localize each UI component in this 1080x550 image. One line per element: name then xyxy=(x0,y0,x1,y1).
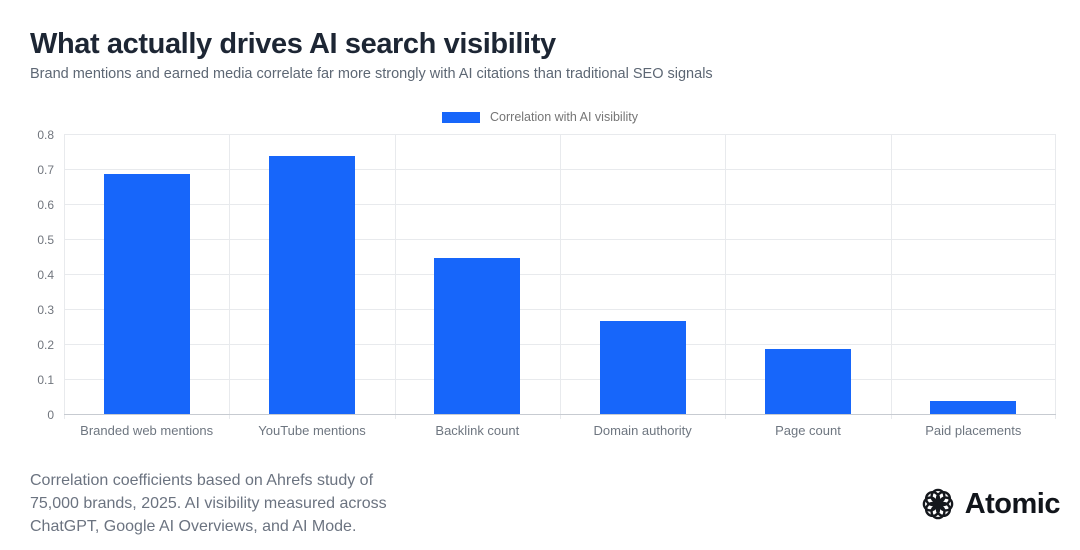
y-tick-label: 0.5 xyxy=(37,233,54,247)
brand-name: Atomic xyxy=(964,487,1061,520)
y-tick-label: 0.6 xyxy=(37,198,54,212)
bar-column-backlink-count xyxy=(395,135,560,415)
bars-layer xyxy=(64,135,1056,415)
y-tick-label: 0.1 xyxy=(37,373,54,387)
grid-layer xyxy=(64,134,1056,419)
x-axis-label-youtube-mentions: YouTube mentions xyxy=(258,423,366,438)
h-gridline xyxy=(64,134,1056,135)
y-tick-label: 0.4 xyxy=(37,268,54,282)
y-axis: 0 0.1 0.2 0.3 0.4 0.5 0.6 0.7 0.8 xyxy=(0,129,54,421)
y-tick-label: 0 xyxy=(47,408,54,422)
bar-paid-placements xyxy=(930,401,1017,415)
bar-column-branded-web-mentions xyxy=(64,135,229,415)
bar-column-page-count xyxy=(725,135,890,415)
source-text-line: Correlation coefficients based on Ahrefs… xyxy=(30,472,374,489)
x-axis-label-page-count: Page count xyxy=(775,423,841,438)
v-gridline xyxy=(725,135,727,419)
v-gridline xyxy=(890,135,892,419)
bar-page-count xyxy=(764,348,851,415)
x-axis-label-paid-placements: Paid placements xyxy=(925,423,1022,438)
brand-logo: Atomic xyxy=(919,485,1061,523)
bar-column-youtube-mentions xyxy=(229,135,394,415)
source-text-line: ChatGPT, Google AI Overviews, and AI Mod… xyxy=(30,518,357,535)
x-axis-baseline xyxy=(64,414,1056,415)
source-text-line: 75,000 brands, 2025. AI visibility measu… xyxy=(30,495,387,512)
x-axis-label-domain-authority: Domain authority xyxy=(593,423,692,438)
x-axis-label-backlink-count: Backlink count xyxy=(435,423,520,438)
y-tick-label: 0.7 xyxy=(37,163,54,177)
bar-branded-web-mentions xyxy=(103,173,190,415)
y-tick-label: 0.2 xyxy=(37,338,54,352)
bar-column-domain-authority xyxy=(560,135,725,415)
bar-column-paid-placements xyxy=(891,135,1056,415)
y-axis-line xyxy=(64,135,65,419)
page-subtitle: Brand mentions and earned media correlat… xyxy=(30,66,713,82)
source-note: Correlation coefficients based on Ahrefs… xyxy=(30,469,387,538)
x-axis-label-branded-web-mentions: Branded web mentions xyxy=(80,423,214,438)
v-gridline xyxy=(560,135,561,419)
bar-youtube-mentions xyxy=(268,156,355,415)
v-gridline xyxy=(1055,135,1056,419)
v-gridline xyxy=(229,135,231,419)
x-axis: Branded web mentions YouTube mentions Back… xyxy=(64,423,1056,438)
legend-swatch xyxy=(442,111,481,123)
chart-legend: Correlation with AI visibility xyxy=(0,110,1080,124)
plot-area xyxy=(64,134,1056,419)
atomic-flower-icon xyxy=(922,488,954,520)
bar-domain-authority xyxy=(599,320,686,415)
y-tick-label: 0.3 xyxy=(37,303,54,317)
y-tick-label: 0.8 xyxy=(37,128,54,142)
bar-backlink-count xyxy=(434,257,521,415)
v-gridline xyxy=(394,135,396,419)
page-title: What actually drives AI search visibilit… xyxy=(30,28,556,60)
legend-label: Correlation with AI visibility xyxy=(490,110,638,124)
